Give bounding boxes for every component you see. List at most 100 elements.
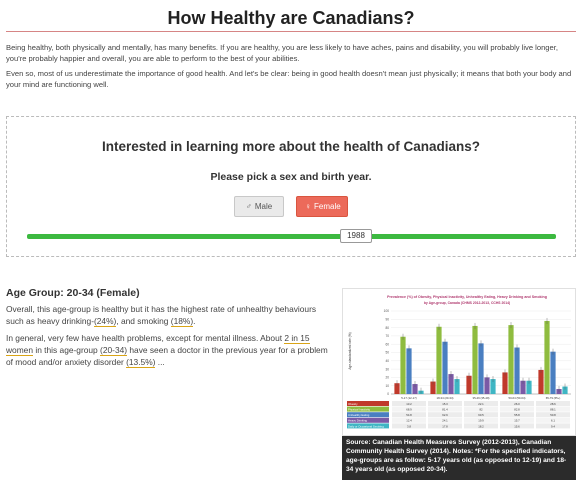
chart-bar — [412, 384, 418, 394]
chart-table-value: 19.9 — [478, 419, 484, 423]
chart-table-value: 15.7 — [514, 419, 520, 423]
mental-illness-ratio-stat[interactable]: 2 in 15 women — [6, 333, 310, 356]
male-button[interactable]: ♂ Male — [234, 196, 284, 217]
chart-x-tick-label: 5-17 (12-17) — [401, 396, 416, 400]
chart-table-cell — [464, 423, 498, 429]
selector-prompt: Please pick a sex and birth year. — [210, 171, 372, 183]
chart-y-tick-label: 70 — [385, 334, 389, 338]
chart-bar — [394, 383, 400, 394]
chart-table-value: 15.3 — [442, 402, 448, 406]
chart-bar — [454, 379, 460, 394]
intro-paragraph-1: Being healthy, both physically and menta… — [6, 43, 558, 63]
chart-bar — [448, 374, 454, 394]
chart-bar — [442, 341, 448, 394]
chart-bar — [490, 379, 496, 394]
chart-table-value: 62.9 — [442, 413, 448, 417]
description-paragraph-2: In general, very few have health problem… — [6, 332, 328, 368]
header-divider — [6, 31, 576, 32]
chart-table-value: 9.4 — [551, 424, 555, 428]
chart-table-cell — [392, 401, 426, 406]
selector-question: Interested in learning more about the he… — [101, 139, 481, 154]
female-symbol-icon: ♀ — [305, 202, 311, 211]
chart-table-value: 13.2 — [406, 402, 412, 406]
chart-table-value: 81.4 — [442, 408, 448, 412]
chart-table-cell — [464, 417, 498, 423]
chart-y-tick-label: 40 — [385, 359, 389, 363]
chart-legend-swatch — [347, 412, 389, 418]
smoking-stat[interactable]: (18%) — [170, 316, 194, 327]
chart-bar — [520, 380, 526, 394]
female-button[interactable]: ♀ Female — [296, 196, 348, 217]
chart-table-cell — [464, 412, 498, 418]
chart-table-value: 54.8 — [406, 413, 412, 417]
chart-y-tick-label: 100 — [384, 309, 390, 313]
chart-table-cell — [500, 412, 534, 418]
chart-table-cell — [428, 423, 462, 429]
chart-title: Prevalence (%) of Obesity, Physical Inac… — [387, 295, 547, 299]
chart-legend-label: Obesity — [348, 402, 358, 406]
chart-bar — [472, 325, 478, 394]
chart-table-cell — [464, 406, 498, 412]
health-chart: Prevalence (%) of Obesity, Physical Inac… — [342, 288, 576, 436]
chart-table-cell — [500, 406, 534, 412]
text-span: Overall, this age-group is healthy but i… — [6, 304, 317, 326]
age-group-title: Age Group: 20-34 (Female) — [6, 287, 140, 299]
chart-bar — [478, 343, 484, 394]
health-chart-svg: Prevalence (%) of Obesity, Physical Inac… — [347, 295, 571, 429]
heavy-drinking-stat[interactable]: (24%) — [93, 316, 117, 327]
chart-table-cell — [536, 423, 570, 429]
birth-year-slider-handle[interactable]: 1988 — [340, 229, 372, 243]
male-button-label: Male — [254, 202, 273, 211]
chart-table-cell — [536, 412, 570, 418]
chart-y-tick-label: 50 — [385, 351, 389, 355]
chart-table-cell — [392, 406, 426, 412]
chart-table-cell — [392, 412, 426, 418]
chart-table-cell — [428, 417, 462, 423]
text-span: have seen a doctor in the previous year … — [6, 345, 328, 367]
text-span: In general, very few have health problem… — [6, 333, 285, 343]
chart-table-value: 17.8 — [442, 424, 448, 428]
chart-bar — [466, 375, 472, 394]
chart-y-tick-label: 30 — [385, 367, 389, 371]
text-span: , and smoking — [116, 316, 171, 326]
male-symbol-icon: ♂ — [245, 202, 252, 211]
chart-legend-label: Unhealthy Eating — [348, 413, 370, 417]
mood-disorder-stat[interactable]: (13.5%) — [126, 357, 156, 368]
intro-paragraph-2: Even so, most of us underestimate the im… — [6, 69, 572, 89]
chart-table-value: 60.5 — [478, 413, 484, 417]
birth-year-slider-track[interactable] — [27, 234, 556, 239]
chart-table-cell — [500, 417, 534, 423]
chart-table-cell — [536, 406, 570, 412]
chart-table-value: 22.1 — [478, 402, 484, 406]
chart-legend-label: Physical Inactivity — [348, 408, 371, 412]
chart-table-cell — [428, 406, 462, 412]
chart-y-tick-label: 80 — [385, 326, 389, 330]
chart-x-tick-label: 50-64 (50-64) — [509, 396, 526, 400]
chart-table-value: 6.1 — [551, 419, 555, 423]
chart-table-value: 18.2 — [478, 424, 484, 428]
chart-y-tick-label: 10 — [385, 384, 389, 388]
chart-table-cell — [536, 417, 570, 423]
text-span: . — [193, 316, 196, 326]
page-title: How Healthy are Canadians? — [167, 8, 415, 28]
chart-bar — [436, 326, 442, 394]
chart-bar — [550, 351, 556, 394]
chart-table-value: 55.8 — [514, 413, 520, 417]
chart-source-caption: Source: Canadian Health Measures Survey … — [342, 436, 576, 480]
chart-table-cell — [500, 423, 534, 429]
chart-bar — [406, 348, 412, 394]
chart-table-value: 28.6 — [550, 402, 556, 406]
chart-table-cell — [428, 401, 462, 406]
chart-x-tick-label: 35-49 (35-49) — [473, 396, 490, 400]
selector-panel: Interested in learning more about the he… — [6, 116, 576, 257]
chart-x-tick-label: 18-34 (20-34) — [437, 396, 454, 400]
age-range-stat[interactable]: (20-34) — [100, 345, 128, 356]
age-group-description: Overall, this age-group is healthy but i… — [6, 303, 328, 373]
chart-legend-label: Heavy Drinking — [348, 419, 367, 423]
chart-table-value: 12.4 — [406, 419, 412, 423]
intro-section: Being healthy, both physically and menta… — [6, 42, 576, 94]
chart-x-tick-label: 65-79 (65+) — [546, 396, 561, 400]
chart-table-cell — [464, 401, 498, 406]
chart-legend-label: Daily or Occasional Smoking — [348, 424, 384, 428]
chart-table-value: 24.1 — [442, 419, 448, 423]
